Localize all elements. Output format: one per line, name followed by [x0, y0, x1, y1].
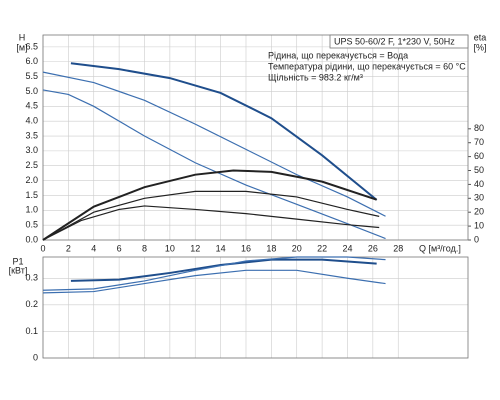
y-tick-label: 2.0 [25, 175, 38, 185]
x-tick-label: 10 [165, 243, 175, 253]
x-tick-label: 26 [368, 243, 378, 253]
y2-tick-label: 0 [474, 234, 479, 244]
x-tick-label: 28 [393, 243, 403, 253]
y2-axis-label: eta [474, 32, 487, 42]
y-axis-unit: [м] [16, 42, 27, 52]
x-tick-label: 12 [190, 243, 200, 253]
x-tick-label: 18 [266, 243, 276, 253]
plot-frame [42, 256, 469, 359]
y-tick-label: 3.0 [25, 145, 38, 155]
y2-tick-label: 10 [474, 220, 484, 230]
y-tick-label: 2.5 [25, 160, 38, 170]
x-tick-label: 22 [317, 243, 327, 253]
series-line [70, 62, 378, 201]
y2-axis-unit: [%] [473, 42, 486, 52]
x-tick-label: 14 [216, 243, 226, 253]
y-tick-label: 5.5 [25, 71, 38, 81]
y2-tick-label: 30 [474, 193, 484, 203]
y-tick-label: 0.1 [25, 326, 38, 336]
plot-frame [42, 34, 469, 241]
y2-tick-label: 70 [474, 137, 484, 147]
info-line: Щільність = 983.2 кг/м³ [268, 72, 363, 82]
info-line: Рідина, що перекачується = Вода [268, 50, 408, 60]
x-tick-label: 24 [342, 243, 352, 253]
y-axis-label: H [19, 32, 26, 42]
y-tick-label: 1.0 [25, 205, 38, 215]
y-tick-label: 6.0 [25, 56, 38, 66]
x-tick-label: 0 [40, 243, 45, 253]
x-tick-label: 8 [142, 243, 147, 253]
x-axis-label: Q [м³/год.] [419, 243, 461, 253]
x-tick-label: 16 [241, 243, 251, 253]
y-tick-label: 1.5 [25, 190, 38, 200]
series-line [42, 190, 380, 241]
y-axis-label: P1 [12, 256, 23, 266]
y-axis-unit: [кВт] [9, 265, 28, 275]
x-tick-label: 6 [117, 243, 122, 253]
series-line [42, 269, 386, 294]
series-line [42, 89, 386, 240]
y2-tick-label: 20 [474, 207, 484, 217]
series-line [42, 256, 386, 291]
x-tick-label: 20 [292, 243, 302, 253]
info-box [329, 34, 469, 49]
y-tick-label: 6.5 [25, 41, 38, 51]
series-line [42, 169, 377, 241]
y-tick-label: 0.2 [25, 299, 38, 309]
y-tick-label: 0.0 [25, 234, 38, 244]
y-tick-label: 3.5 [25, 130, 38, 140]
info-title: UPS 50-60/2 F, 1*230 V, 50Hz [334, 36, 455, 46]
x-tick-label: 4 [91, 243, 96, 253]
y2-tick-label: 80 [474, 123, 484, 133]
series-line [42, 205, 380, 241]
series-line [70, 258, 377, 282]
y2-tick-label: 60 [474, 151, 484, 161]
y-tick-label: 5.0 [25, 86, 38, 96]
y-tick-label: 0 [33, 352, 38, 362]
y-tick-label: 0.3 [25, 273, 38, 283]
x-tick-label: 2 [66, 243, 71, 253]
info-line: Температура рідини, що перекачується = 6… [268, 61, 466, 71]
series-line [42, 71, 386, 217]
y-tick-label: 4.5 [25, 101, 38, 111]
y-tick-label: 0.5 [25, 220, 38, 230]
y-tick-label: 4.0 [25, 116, 38, 126]
y2-tick-label: 50 [474, 165, 484, 175]
y2-tick-label: 40 [474, 179, 484, 189]
